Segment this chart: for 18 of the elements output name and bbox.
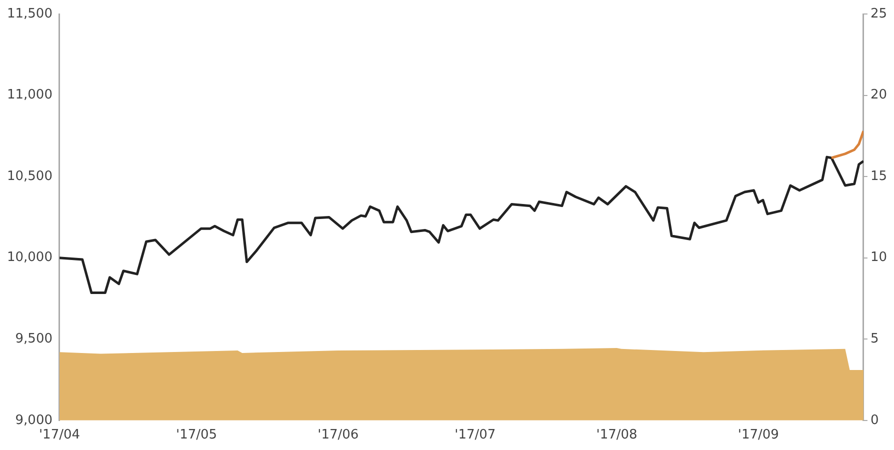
y-tick-label: 10,000 — [6, 250, 52, 266]
x-tick-label: '17/05 — [176, 428, 218, 443]
x-tick-label: '17/06 — [318, 428, 359, 443]
y2-tick-label: 20 — [870, 88, 888, 103]
y-tick-label: 10,500 — [6, 168, 52, 184]
y-tick-label: 11,000 — [6, 88, 52, 103]
x-tick-label: '17/04 — [38, 428, 80, 443]
x-tick-label: '17/08 — [596, 428, 638, 443]
y-tick-label: 11,500 — [6, 6, 52, 22]
y2-tick-label: 5 — [870, 331, 879, 346]
y2-tick-label: 0 — [870, 412, 879, 428]
x-tick-label: '17/09 — [738, 428, 779, 443]
y2-tick-label: 25 — [870, 6, 888, 22]
y-tick-label: 9,000 — [15, 412, 52, 428]
y-tick-label: 9,500 — [15, 331, 52, 346]
x-tick-label: '17/07 — [454, 428, 496, 443]
y2-tick-label: 10 — [870, 250, 888, 266]
y2-tick-label: 15 — [870, 168, 888, 184]
